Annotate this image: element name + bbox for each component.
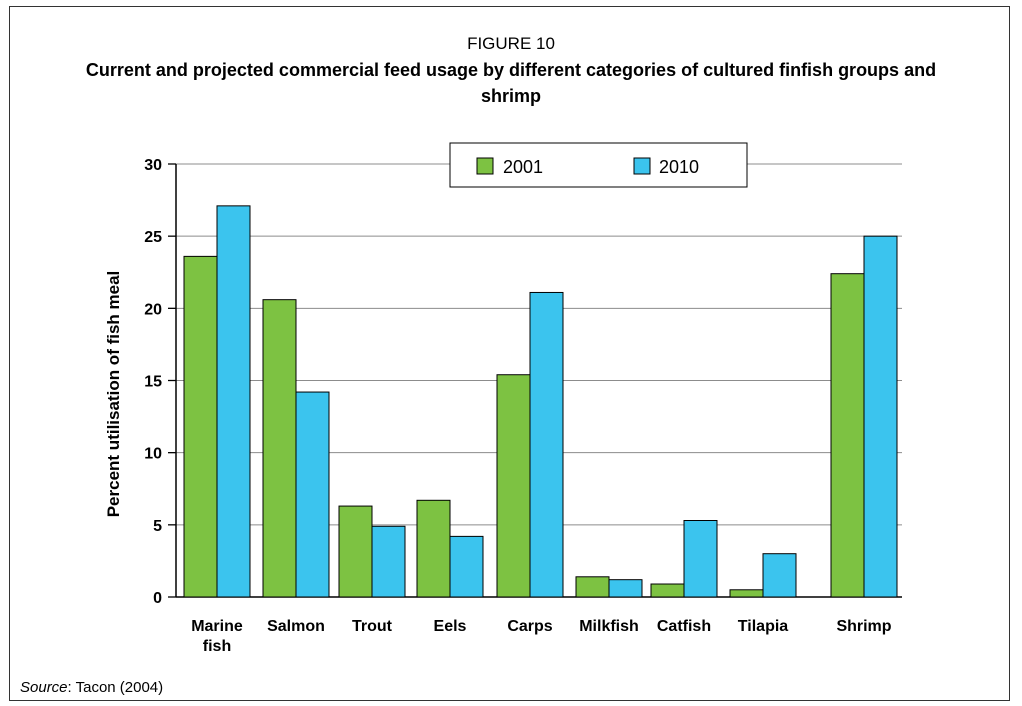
bar-2010 — [371, 525, 406, 598]
bar-2010 — [449, 535, 484, 598]
x-category-label: Tilapia — [738, 618, 788, 635]
bar-2010 — [608, 579, 643, 598]
y-axis-title: Percent utilisation of fish meal — [104, 271, 123, 518]
legend-box — [449, 142, 748, 188]
legend-label-2001: 2001 — [503, 157, 543, 177]
x-category-label: Trout — [352, 618, 393, 635]
y-tick-label: 15 — [144, 374, 162, 391]
bar-2010 — [295, 391, 330, 598]
x-category-label: Catfish — [657, 618, 711, 635]
figure-frame — [9, 6, 1010, 701]
x-category-label: Salmon — [267, 618, 325, 635]
bar-2010 — [529, 291, 564, 598]
bar-2010 — [683, 520, 718, 598]
y-tick-label: 25 — [144, 229, 162, 246]
chart-title: Current and projected commercial feed us… — [85, 60, 937, 107]
legend-swatch-2010 — [633, 157, 651, 175]
bar-2010 — [216, 205, 251, 598]
y-tick-label: 20 — [144, 301, 162, 318]
bar-2001 — [496, 374, 531, 598]
x-category-label: Carps — [507, 618, 552, 635]
bar-2001 — [830, 273, 865, 598]
bar-2001 — [575, 576, 610, 598]
y-tick-label: 5 — [153, 518, 162, 535]
source-text: : Tacon (2004) — [67, 679, 164, 696]
x-category-label: Eels — [434, 618, 467, 635]
legend-label-2010: 2010 — [659, 157, 699, 177]
x-category-label: fish — [203, 638, 231, 655]
legend-swatch-2001 — [476, 157, 494, 175]
source-label: Source — [20, 679, 68, 696]
source-note: Source: Tacon (2004) — [20, 679, 163, 696]
figure-label: FIGURE 10 — [467, 34, 555, 53]
x-category-label: Milkfish — [579, 618, 639, 635]
bar-2001 — [650, 583, 685, 598]
bar-2001 — [338, 505, 373, 598]
y-tick-label: 30 — [144, 157, 162, 174]
bar-2001 — [729, 589, 764, 598]
bar-2010 — [863, 235, 898, 598]
y-tick-label: 10 — [144, 446, 162, 463]
bar-2001 — [183, 255, 218, 598]
bar-2001 — [416, 499, 451, 598]
x-category-label: Marine — [191, 618, 243, 635]
x-category-label: Shrimp — [836, 618, 891, 635]
bar-2001 — [262, 299, 297, 598]
bar-2010 — [762, 553, 797, 598]
y-tick-label: 0 — [153, 590, 162, 607]
